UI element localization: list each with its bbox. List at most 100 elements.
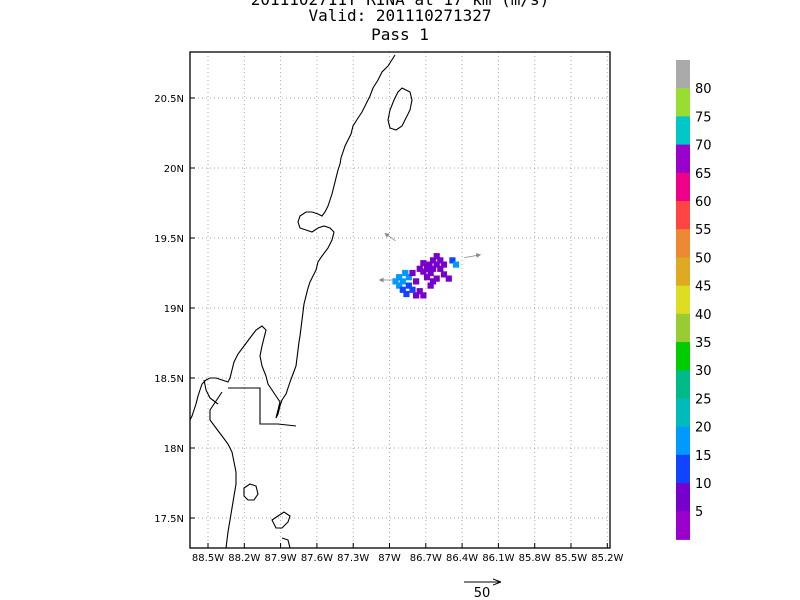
colorbar-swatch [676, 88, 690, 117]
wind-cell [449, 257, 456, 264]
x-tick-label: 87.6W [301, 553, 333, 564]
wind-cell [452, 261, 460, 268]
island-turneffe [243, 483, 259, 501]
wind-cell [427, 282, 434, 289]
colorbar-label: 80 [695, 82, 712, 97]
wind-cell [416, 265, 423, 272]
colorbar-swatch [676, 285, 690, 315]
wind-cell [409, 269, 416, 277]
wind-vectors [378, 232, 482, 283]
wind-cell [409, 286, 416, 293]
valid-time-label: Valid: 201110271327 [308, 6, 492, 25]
colorbar-label: 60 [695, 195, 712, 210]
colorbar-swatch [676, 144, 690, 174]
wind-cell [423, 265, 431, 272]
colorbar-swatch [676, 342, 690, 371]
colorbar-swatch [676, 116, 690, 146]
colorbar-swatch [676, 483, 690, 512]
wind-cell [405, 274, 412, 281]
wind-cell [437, 257, 444, 264]
wind-cell [420, 292, 427, 299]
wind-cell [416, 288, 423, 295]
latitude-tick-labels: 20.5N 20N 19.5N 19N 18.5N 18N 17.5N [154, 94, 195, 525]
colorbar-label: 70 [695, 139, 712, 154]
wind-cell [429, 265, 437, 272]
map-frame [189, 51, 611, 549]
colorbar: 80 75 70 65 60 55 50 45 40 35 30 25 20 15 10 5 [676, 60, 712, 540]
y-tick-label: 20N [164, 164, 184, 175]
coastline [190, 54, 413, 548]
coastline-yucatan [190, 54, 396, 421]
plot-title: 2011102711T RINA at 17 km (m/s) [0, 0, 800, 8]
lat-lon-grid [190, 52, 610, 548]
wind-cell [426, 261, 433, 268]
longitude-tick-labels: 88.5W 88.2W 87.9W 87.6W 87.3W 87W 86.7W 86.4W 86… [192, 543, 623, 564]
wind-cell [403, 290, 410, 298]
colorbar-label: 65 [695, 167, 712, 182]
x-tick-label: 87.9W [265, 553, 297, 564]
coastline-belize-south [209, 391, 237, 548]
colorbar-label: 40 [695, 308, 712, 323]
wind-vector [464, 253, 482, 258]
wind-cell [429, 278, 437, 285]
y-tick-label: 18.5N [154, 374, 184, 385]
x-tick-label: 85.8W [519, 553, 551, 564]
reference-vector-label: 50 [474, 586, 491, 600]
wind-cell [420, 268, 427, 275]
x-tick-label: 88.5W [192, 553, 224, 564]
colorbar-swatch [676, 60, 690, 89]
wind-cell [396, 274, 403, 281]
x-tick-label: 85.2W [591, 553, 623, 564]
reference-vector: 50 [464, 582, 500, 600]
wind-cell [396, 282, 403, 289]
wind-cell [402, 269, 409, 277]
wind-cell [413, 278, 420, 285]
wind-cell [440, 271, 448, 278]
pass-label: Pass 1 [371, 25, 429, 44]
colorbar-label: 20 [695, 421, 712, 436]
wind-cell [423, 274, 431, 281]
colorbar-swatch [676, 257, 690, 287]
y-tick-label: 19.5N [154, 234, 184, 245]
y-tick-label: 19N [164, 304, 184, 315]
wind-cell [440, 261, 448, 268]
x-tick-label: 88.2W [228, 553, 260, 564]
colorbar-swatch [676, 229, 690, 258]
wind-cell [429, 257, 437, 264]
x-tick-label: 86.7W [410, 553, 442, 564]
x-tick-label: 87W [378, 553, 401, 564]
x-tick-label: 86.1W [482, 553, 514, 564]
wind-cell [392, 278, 399, 285]
island-cay-2 [281, 537, 291, 548]
y-tick-label: 20.5N [154, 94, 184, 105]
colorbar-swatch [676, 370, 690, 399]
wind-cell [433, 261, 440, 268]
colorbar-swatch [676, 426, 690, 456]
country-border [203, 379, 297, 427]
colorbar-label: 30 [695, 364, 712, 379]
wind-cell [413, 292, 420, 299]
colorbar-swatch [676, 398, 690, 428]
colorbar-label: 25 [695, 392, 712, 407]
colorbar-label: 75 [695, 110, 712, 125]
colorbar-label: 45 [695, 280, 712, 295]
wind-vector [384, 232, 396, 242]
wind-cell [433, 275, 440, 282]
colorbar-swatch [676, 454, 690, 484]
wind-cell [405, 282, 412, 289]
colorbar-label: 35 [695, 336, 712, 351]
island-cozumel [387, 87, 413, 131]
colorbar-swatch [676, 172, 690, 202]
colorbar-swatch [676, 511, 690, 540]
wind-cell [420, 260, 427, 267]
x-tick-label: 86.4W [446, 553, 478, 564]
colorbar-label: 5 [695, 505, 703, 520]
wind-speed-field [392, 253, 460, 299]
colorbar-label: 10 [695, 477, 712, 492]
island-cay [271, 511, 291, 529]
wind-cell [445, 275, 452, 282]
colorbar-label: 55 [695, 223, 712, 238]
y-tick-label: 17.5N [154, 514, 184, 525]
wind-cell [437, 265, 444, 272]
